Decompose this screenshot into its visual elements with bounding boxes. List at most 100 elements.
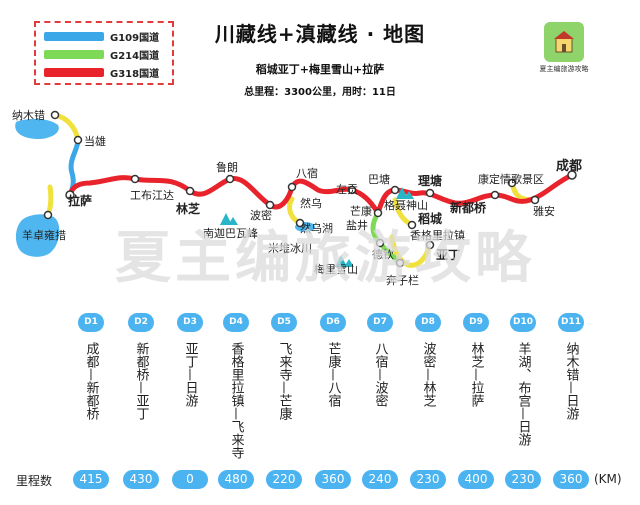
km-badge-d2: 430 [123, 470, 159, 489]
dot-xinduqiao [490, 190, 500, 200]
dot-ranwu [295, 218, 305, 228]
dot-yanjing [375, 238, 385, 248]
mountain-icon-geniesh-2 [404, 191, 414, 199]
dot-chengdu [567, 170, 577, 180]
dot-bomi [265, 200, 275, 210]
brand-logo: 夏主编旅游攻略 [532, 22, 596, 74]
legend-row-g214: G214国道 [44, 46, 159, 62]
day-route-d2: 新都桥—亚丁 [133, 342, 149, 420]
day-route-d5: 飞来寺—芒康 [276, 342, 292, 420]
day-col-d5: D5 飞来寺—芒康 [271, 313, 297, 424]
yamdrok-lake [15, 214, 60, 257]
day-route-d8: 波密—林芝 [420, 342, 436, 407]
day-badge-d3: D3 [177, 313, 203, 332]
label-daocheng: 稻城 [418, 211, 442, 226]
day-route-d6: 芒康—八宿 [325, 342, 341, 407]
dot-basu [287, 182, 297, 192]
day-col-d10: D10 羊湖、布宫—日游 [510, 313, 536, 450]
label-ranwu: 然乌 [300, 196, 322, 210]
day-route-d3: 亚丁—日游 [182, 342, 198, 407]
label-yanjing: 盐井 [346, 218, 368, 232]
km-badge-d9: 400 [458, 470, 494, 489]
dot-dangxiong [73, 135, 83, 145]
logo-text: 夏主编旅游攻略 [539, 65, 589, 73]
km-badge-d5: 220 [266, 470, 302, 489]
day-route-d4: 香格里拉镇—飞来寺 [228, 342, 244, 459]
dot-yading [425, 240, 435, 250]
legend-label-g109: G109国道 [110, 32, 160, 44]
day-col-d7: D7 八宿—波密 [367, 313, 393, 411]
day-badge-d11: D11 [558, 313, 584, 332]
legend-label-g318: G318国道 [110, 68, 160, 80]
km-badge-d8: 230 [410, 470, 446, 489]
label-benzilan: 奔子栏 [386, 273, 419, 287]
dot-lulang [225, 174, 235, 184]
dot-daocheng [407, 220, 417, 230]
mountain-icons [220, 187, 414, 267]
distance-note: 总里程：3300公里，用时：11日 [244, 87, 396, 98]
dot-namucuo [50, 110, 60, 120]
label-chengdu: 成都 [556, 158, 582, 174]
label-yading: 亚丁 [436, 248, 460, 262]
map-title: 川藏线+滇藏线 · 地图 [214, 22, 426, 46]
mileage-label: 里程数 [16, 474, 53, 488]
mountain-icon-meili-2 [344, 259, 354, 267]
legend-swatch-g214 [44, 49, 104, 59]
day-badge-d4: D4 [223, 313, 249, 332]
route-map: 纳木错 当雄 拉萨 羊卓雍措 工布江达 林芝 鲁朗 南迦巴瓦峰 波密 米堆冰川 … [12, 108, 582, 287]
label-dangxiong: 当雄 [84, 134, 106, 148]
day-col-d8: D8 波密—林芝 [415, 313, 441, 411]
label-lulang: 鲁朗 [216, 160, 238, 174]
label-yaan: 雅安 [533, 204, 555, 218]
day-route-d9: 林芝—拉萨 [468, 342, 484, 407]
label-meili: 梅里雪山 [314, 262, 358, 276]
day-badge-d8: D8 [415, 313, 441, 332]
label-xinduqiao: 新都桥 [450, 200, 487, 215]
label-linzhi: 林芝 [176, 201, 200, 216]
dot-yangzhuo [43, 210, 53, 220]
dot-yaan [530, 195, 540, 205]
house-icon [554, 31, 574, 53]
km-badge-d6: 360 [315, 470, 351, 489]
day-route-d7: 八宿—波密 [372, 342, 388, 407]
mountain-icon-meili [335, 255, 347, 267]
label-namucuo: 纳木错 [12, 108, 45, 122]
city-dots [43, 110, 577, 268]
day-col-d4: D4 香格里拉镇—飞来寺 [223, 313, 249, 463]
mountain-icon-nanjiabawa [220, 213, 232, 225]
day-badge-d7: D7 [367, 313, 393, 332]
mountain-icon-nanjiabawa-2 [228, 217, 238, 225]
map-subtitle: 稻城亚丁+梅里雪山+拉萨 [255, 63, 385, 76]
legend-swatch-g318 [44, 67, 104, 77]
km-badge-d7: 240 [362, 470, 398, 489]
logo-badge-icon [544, 22, 584, 62]
label-yangzhuo: 羊卓雍措 [22, 228, 66, 242]
day-col-d1: D1 成都—新都桥 [78, 313, 104, 424]
label-zuogong: 左贡 [336, 183, 358, 196]
label-nanjiabawa: 南迦巴瓦峰 [203, 227, 258, 240]
label-gongbujiangda: 工布江达 [130, 189, 174, 202]
mountain-icon-geniesh [396, 187, 408, 199]
dot-batang [390, 185, 400, 195]
dot-mangkang [373, 208, 383, 218]
legend-swatch-g109 [44, 31, 104, 41]
day-badge-d1: D1 [78, 313, 104, 332]
km-badge-d4: 480 [218, 470, 254, 489]
label-lasa: 拉萨 [68, 193, 92, 208]
day-route-d10: 羊湖、布宫—日游 [515, 342, 531, 446]
day-badge-d6: D6 [320, 313, 346, 332]
mileage-unit: (KM) [594, 472, 622, 486]
watermark: 夏主编旅游攻略 [115, 226, 535, 291]
km-badge-d10: 230 [505, 470, 541, 489]
label-midui: 米堆冰川 [268, 242, 312, 255]
label-shangrila: 香格里拉镇 [410, 228, 465, 242]
label-deqin: 德钦 [372, 247, 394, 261]
legend-row-g318: G318国道 [44, 64, 159, 80]
day-badge-d10: D10 [510, 313, 536, 332]
road-benzilan [389, 234, 433, 268]
dot-gongbujiangda [130, 174, 140, 184]
day-badge-d5: D5 [271, 313, 297, 332]
day-badge-d9: D9 [463, 313, 489, 332]
dot-kangding [507, 178, 517, 188]
label-bomi: 波密 [250, 208, 272, 222]
